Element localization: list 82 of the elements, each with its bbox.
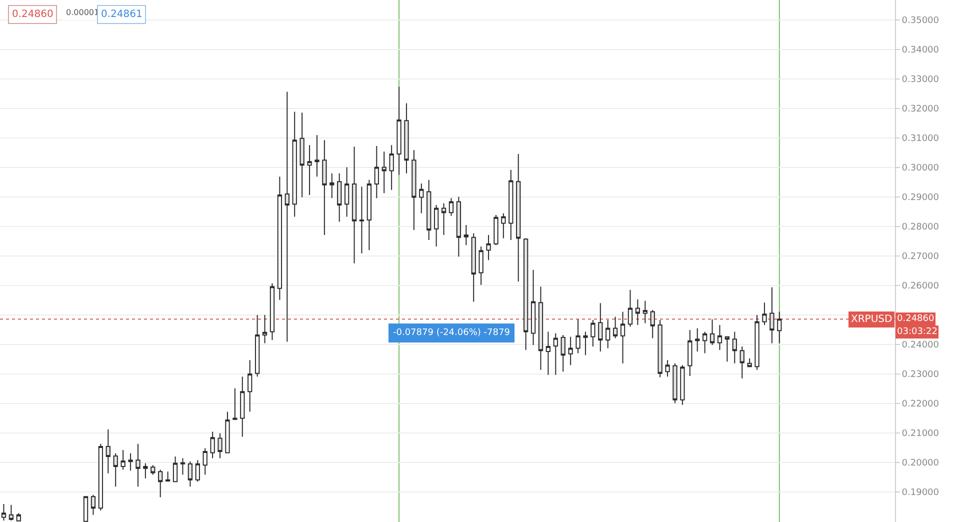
y-tick-label: 0.22000: [902, 400, 940, 410]
annotation: 0.24861: [101, 9, 142, 20]
candlestick: [314, 134, 320, 178]
candlestick: [762, 302, 767, 326]
y-tick-label: 0.34000: [902, 46, 940, 56]
candlestick: [292, 111, 297, 218]
candlestick: [501, 212, 506, 239]
candlestick: [232, 388, 238, 420]
candlestick: [680, 364, 685, 406]
candlestick: [434, 204, 439, 248]
candlestick: [389, 144, 394, 190]
y-tick-label: 0.28000: [902, 222, 940, 233]
text: 0.24860: [897, 314, 934, 324]
candlestick: [688, 330, 692, 377]
candlestick: [165, 471, 170, 482]
candlestick: [172, 456, 178, 482]
candlestick: [366, 179, 372, 251]
candlestick: [508, 169, 514, 241]
candlestick: [254, 314, 260, 378]
candlestick: [202, 448, 208, 476]
y-tick-label: 0.24000: [902, 340, 940, 351]
y-tick-label: 0.21000: [902, 429, 940, 440]
annotation: -0.07879 (-24.06%) -7879: [393, 328, 510, 338]
y-tick-label: 0.27000: [902, 252, 940, 262]
annotation: 0.24860: [12, 9, 54, 20]
candlestick: [606, 319, 610, 349]
candlestick: [478, 246, 484, 286]
candlestick: [717, 324, 722, 351]
candlestick: [330, 172, 334, 199]
y-tick-label: 0.31000: [902, 134, 940, 144]
candlestick: [642, 300, 648, 324]
candlestick: [464, 224, 468, 246]
candlestick: [270, 282, 275, 341]
y-tick-label: 0.20000: [902, 458, 940, 469]
candlestick: [248, 360, 252, 412]
candlestick: [620, 311, 626, 364]
y-tick-label: 0.26000: [902, 282, 940, 292]
candlestick: [747, 358, 752, 368]
candlestick: [576, 318, 580, 354]
y-tick-label: 0.19000: [902, 488, 940, 498]
candlestick: [98, 443, 104, 511]
y-tick-label: 0.33000: [902, 75, 940, 86]
candlestick: [240, 376, 245, 438]
candlestick: [262, 314, 268, 344]
y-tick-label: 0.30000: [902, 164, 940, 174]
candlestick: [695, 328, 700, 352]
candlestick: [120, 450, 126, 470]
candlestick: [344, 166, 350, 218]
candlestick: [8, 504, 14, 522]
candlestick: [210, 431, 215, 459]
candlestick: [754, 314, 760, 370]
candlestick: [128, 452, 133, 472]
candlestick: [448, 198, 454, 216]
candlestick: [546, 331, 551, 376]
candlestick: [777, 311, 782, 344]
candlestick: [225, 411, 230, 454]
text: 03:03:22: [897, 327, 938, 337]
candlestick: [553, 332, 558, 376]
candlestick: [702, 331, 708, 354]
candlestick: [143, 462, 148, 479]
candlestick: [486, 234, 491, 261]
candlestick: [359, 186, 364, 254]
candlestick: [590, 319, 596, 348]
y-tick-label: 0.35000: [902, 16, 940, 26]
candlestick: [396, 86, 402, 176]
y-tick-label: 0.32000: [902, 104, 940, 115]
y-tick-label: 0.29000: [902, 193, 940, 204]
candlestick: [665, 360, 670, 378]
y-tick-label: 0.23000: [902, 370, 940, 380]
candlestick: [195, 460, 200, 482]
ref-line-label: XRPUSD: [851, 314, 892, 325]
candlestick: [150, 464, 156, 476]
candlestick: [90, 494, 96, 516]
annotation: 0.00001: [66, 8, 100, 17]
candlestick: [307, 144, 312, 196]
candlestick: [530, 269, 536, 346]
candlestick: [628, 289, 633, 328]
candlestick: [568, 336, 573, 366]
candlestick: [494, 214, 498, 246]
candlestick: [419, 182, 424, 214]
candlestick: [277, 176, 282, 300]
candlestick: [374, 145, 379, 199]
